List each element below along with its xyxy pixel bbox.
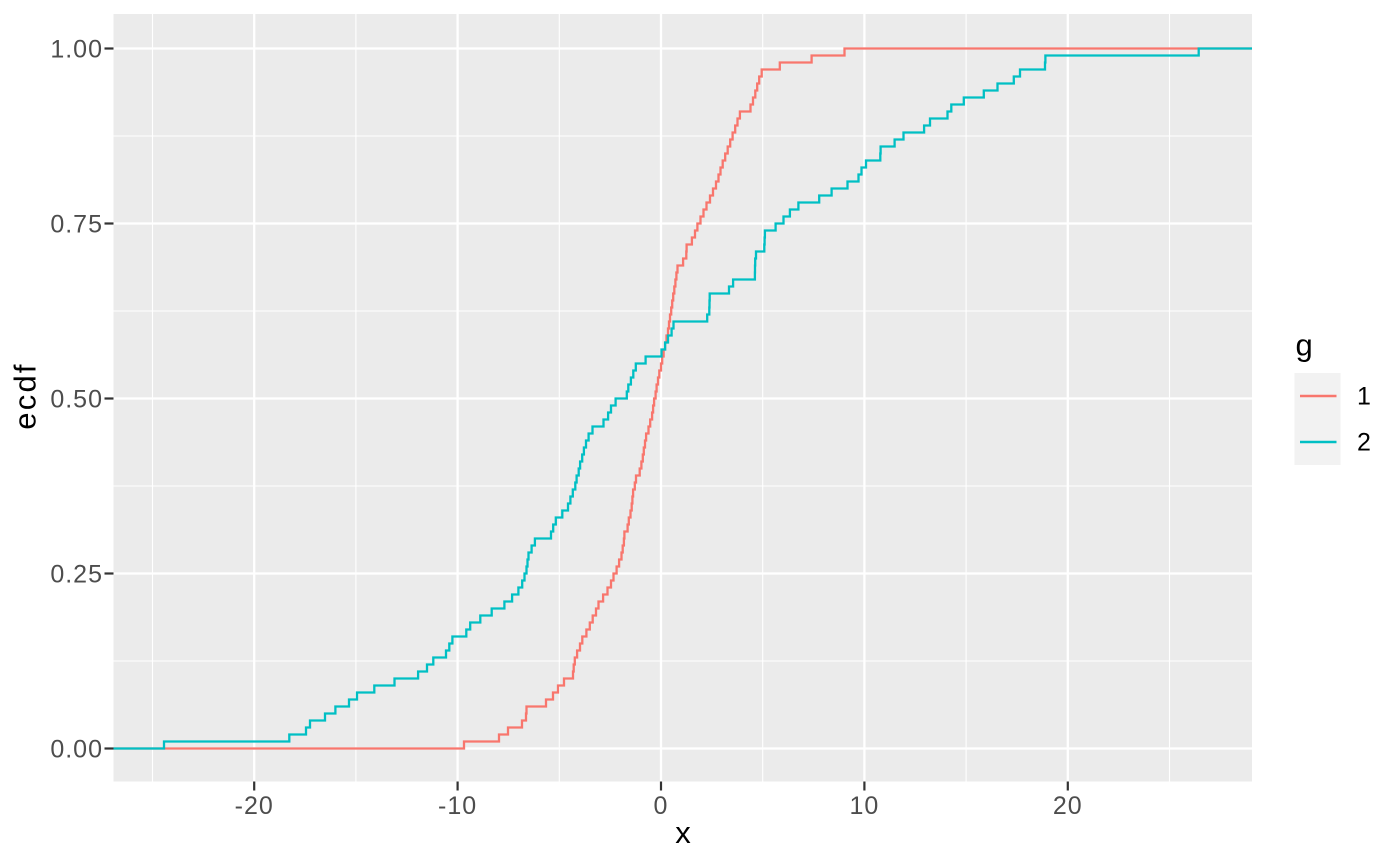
- svg-text:1.00: 1.00: [50, 36, 103, 64]
- svg-text:10: 10: [849, 792, 879, 820]
- svg-text:x: x: [675, 815, 691, 850]
- svg-text:2: 2: [1357, 429, 1371, 457]
- svg-text:0.00: 0.00: [50, 736, 103, 764]
- svg-text:1: 1: [1357, 383, 1371, 411]
- svg-text:-20: -20: [235, 792, 274, 820]
- svg-text:g: g: [1296, 328, 1313, 363]
- svg-text:0: 0: [654, 792, 669, 820]
- svg-text:20: 20: [1053, 792, 1083, 820]
- svg-text:0.25: 0.25: [50, 561, 103, 589]
- svg-text:ecdf: ecdf: [8, 362, 43, 429]
- svg-text:-10: -10: [438, 792, 477, 820]
- svg-text:0.50: 0.50: [50, 386, 103, 414]
- svg-text:0.75: 0.75: [50, 211, 103, 239]
